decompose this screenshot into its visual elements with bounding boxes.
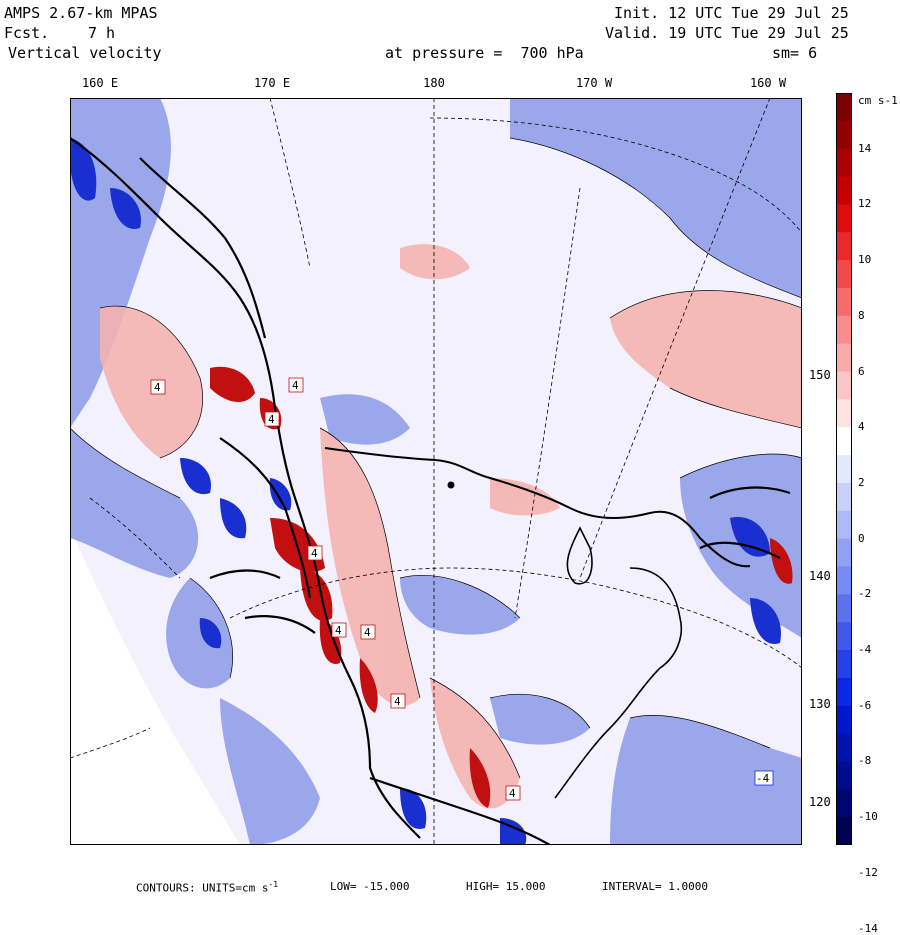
colorbar-swatch [836,817,852,845]
contour-label: 4 [509,787,516,800]
colorbar-swatch [836,538,852,567]
colorbar-swatch [836,482,852,512]
colorbar-swatch [836,594,852,623]
colorbar-tick-label: 0 [858,531,865,545]
station-marker [447,481,455,489]
graticule [70,98,802,845]
colorbar-tick-label: 2 [858,475,865,489]
footer-high: HIGH= 15.000 [466,880,546,893]
colorbar-swatch [836,761,852,790]
lon-label-170w: 170 W [575,76,613,90]
contour-label: 4 [364,626,371,639]
colorbar-swatch [836,315,852,345]
contour-label: 4 [394,695,401,708]
contour-label: 4 [292,379,299,392]
colorbar-swatch [836,260,852,289]
smoothing-value: sm= 6 [772,44,818,62]
model-title: AMPS 2.67-km MPAS [4,4,158,22]
colorbar-swatch [836,677,852,707]
init-time: Init. 12 UTC Tue 29 Jul 25 [614,4,849,22]
colorbar-frame [836,93,852,845]
colorbar-swatch [836,287,852,317]
velocity-contours [70,137,802,779]
colorbar-tick-label: -12 [858,865,878,879]
valid-time: Valid. 19 UTC Tue 29 Jul 25 [605,24,849,42]
colorbar-tick-label: 6 [858,364,865,378]
colorbar-tick-label: 10 [858,253,872,267]
colorbar-swatch [836,789,852,818]
colorbar-swatch [836,371,852,400]
colorbar-tick-label: -10 [858,810,878,824]
colorbar-swatch [836,399,852,428]
colorbar-tick-label: -14 [858,921,878,935]
footer-contours: CONTOURS: UNITS=cm s-1 [136,880,279,895]
map-frame [70,98,802,845]
negative-velocity-regions [70,98,802,845]
colorbar-swatch [836,510,852,540]
colorbar-swatch [836,232,852,261]
colorbar-swatch [836,650,852,679]
contour-label: 4 [335,624,342,637]
colorbar-swatch [836,93,852,122]
lon-label-160e: 160 E [81,76,119,90]
parallel-middle [229,567,802,669]
contour-label-group: 4 4 4 4 4 4 4 -4 4 [150,377,774,801]
contour-label: -4 [756,772,770,785]
lon-label-180: 180 [423,76,445,90]
colorbar-swatch [836,705,852,735]
colorbar-tick-label: -2 [858,587,872,601]
colorbar-swatch [836,733,852,762]
terrain-contour-band [70,137,791,845]
parallel-outer [429,117,802,234]
colorbar-swatch [836,622,852,651]
colorbar-swatch [836,343,852,373]
colorbar-swatch [836,176,852,205]
lon-label-170e: 170 E [253,76,291,90]
coastline [324,447,751,568]
colorbar [836,93,852,845]
meridian-170w [514,187,581,619]
colorbar-units: cm s-1 [858,94,898,107]
colorbar-swatch [836,120,852,150]
vertical-velocity-map: 4 4 4 4 4 4 4 -4 4 [70,98,802,845]
colorbar-swatch [836,204,852,233]
footer-low: LOW= -15.000 [330,880,410,893]
forecast-label: Fcst. [4,24,50,42]
ice-shelf-front [554,526,682,799]
meridian-160w [579,98,771,579]
forecast-hour: 7 h [88,24,116,42]
variable-name: Vertical velocity [8,44,162,62]
colorbar-swatch [836,566,852,595]
footer-interval: INTERVAL= 1.0000 [602,880,708,893]
colorbar-tick-label: -4 [858,643,872,656]
meridian-170e [269,98,311,269]
lon-label-160w: 160 W [749,76,787,90]
contour-label: 4 [154,381,161,394]
colorbar-tick-label: 4 [858,420,865,434]
colorbar-tick-label: -6 [858,698,872,712]
colorbar-tick-label: 12 [858,197,872,211]
colorbar-swatch [836,148,852,178]
contour-label: 4 [268,413,275,426]
contour-label: 4 [311,547,318,560]
meridian-sw [89,497,181,579]
parallel-inner [70,727,151,759]
colorbar-tick-label: 14 [858,141,872,155]
outside-domain-area [70,528,240,845]
colorbar-tick-label: 8 [858,308,865,322]
colorbar-swatch [836,455,852,484]
pressure-level: at pressure = 700 hPa [385,44,584,62]
strong-negative-cores [70,138,781,845]
colorbar-tick-label: -8 [858,754,872,768]
colorbar-swatch [836,427,852,456]
